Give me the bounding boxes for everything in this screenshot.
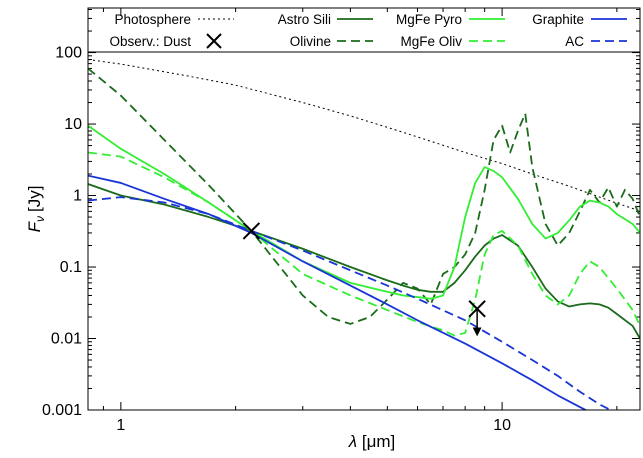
y-axis-subscript: ν bbox=[33, 216, 47, 222]
y-axis-unit: [Jy] bbox=[25, 186, 44, 212]
series-line-mgfe-oliv bbox=[88, 151, 640, 337]
legend-label-mgfe-oliv: MgFe Oliv bbox=[400, 34, 462, 49]
series-line-ac bbox=[88, 196, 613, 410]
legend-label-astro-sili: Astro Sili bbox=[278, 12, 331, 27]
series-line-olivine bbox=[88, 67, 640, 325]
plot-frame bbox=[87, 7, 641, 411]
series-line-astro-sili bbox=[88, 183, 640, 339]
series-line-photosphere bbox=[88, 58, 640, 212]
series-lines bbox=[88, 58, 640, 410]
observation-markers bbox=[242, 222, 486, 337]
series-line-graphite bbox=[88, 174, 588, 410]
observed-dust-marker bbox=[242, 222, 261, 240]
legend-sample-marker bbox=[206, 33, 222, 49]
y-tick-label: 10 bbox=[64, 116, 82, 133]
axis-ticks bbox=[88, 8, 640, 411]
y-tick-label: 1 bbox=[73, 188, 82, 205]
x-tick-label: 10 bbox=[493, 417, 511, 434]
legend-label-ac: AC bbox=[565, 34, 584, 49]
x-tick-label: 1 bbox=[116, 417, 125, 434]
legend-label-observ-dust: Observ.: Dust bbox=[109, 34, 191, 49]
y-tick-label: 100 bbox=[55, 45, 82, 62]
legend-label-graphite: Graphite bbox=[532, 12, 584, 27]
legend-label-olivine: Olivine bbox=[290, 34, 331, 49]
x-axis-symbol: λ bbox=[348, 432, 357, 451]
y-tick-label: 0.01 bbox=[51, 331, 82, 348]
tick-labels: 100 10 1 0.1 0.01 0.001 1 10 bbox=[42, 45, 511, 434]
x-axis-unit: [μm] bbox=[362, 432, 395, 451]
x-axis-title: λ [μm] bbox=[348, 432, 396, 451]
legend-label-mgfe-pyro: MgFe Pyro bbox=[396, 12, 462, 27]
y-axis-symbol: F bbox=[25, 220, 44, 232]
legend: Photosphere Observ.: Dust Astro Sili Olivin… bbox=[109, 12, 627, 49]
y-tick-label: 0.1 bbox=[60, 259, 82, 276]
y-axis-title: Fν [Jy] bbox=[25, 186, 47, 233]
y-tick-label: 0.001 bbox=[42, 402, 82, 419]
legend-label-photosphere: Photosphere bbox=[114, 12, 191, 27]
